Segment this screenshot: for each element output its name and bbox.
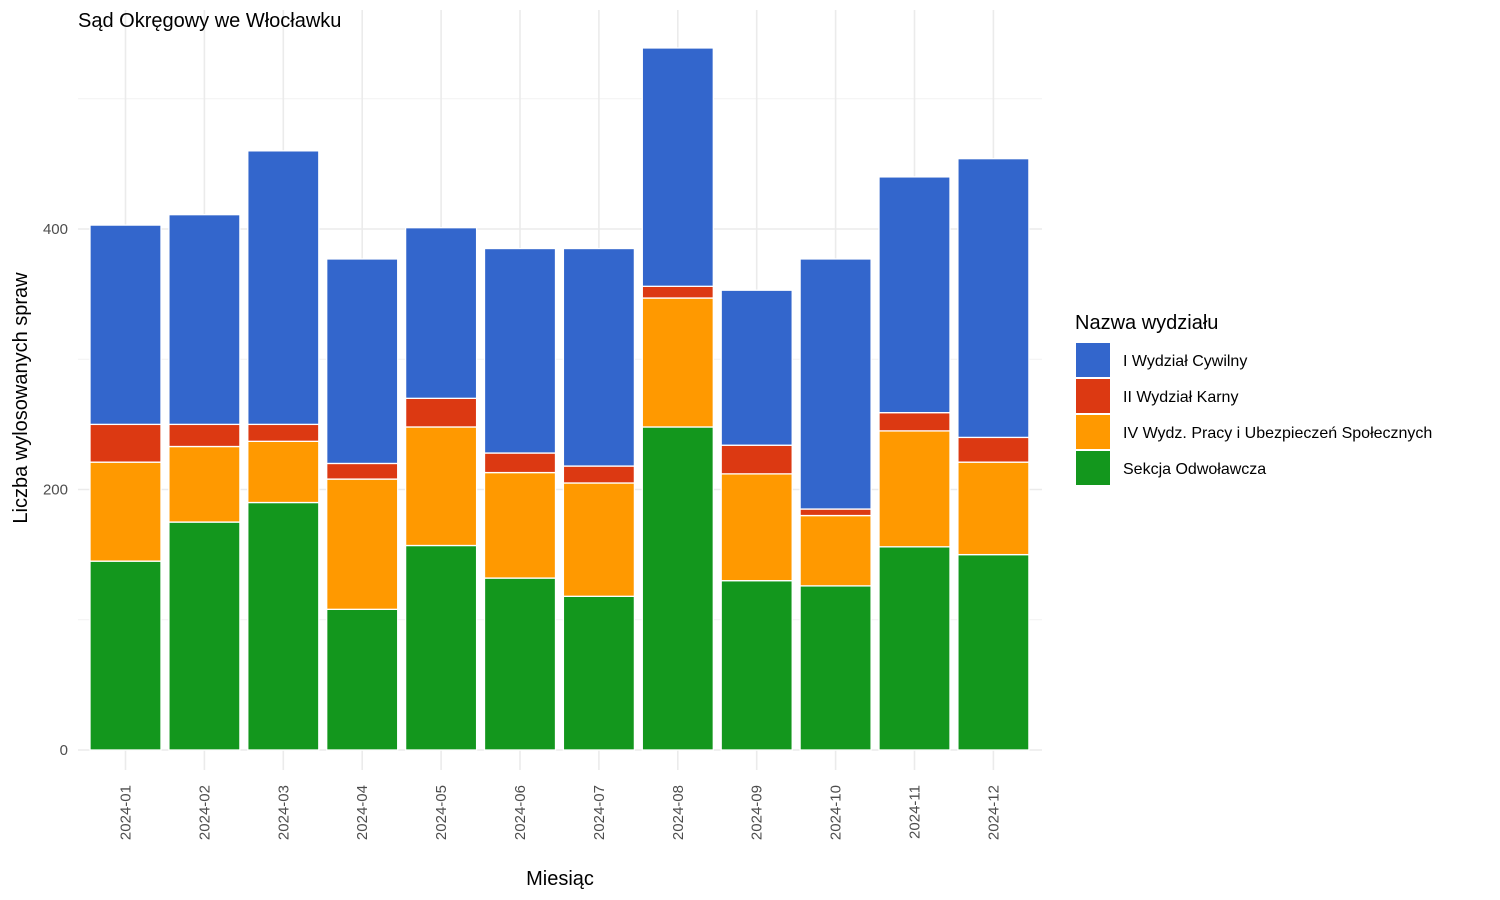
bar-segment <box>957 553 1030 751</box>
bar-segment <box>326 478 399 610</box>
bar-segment <box>720 473 793 582</box>
bar-segment <box>799 585 872 751</box>
bar-segment <box>404 426 478 547</box>
x-tick-label: 2024-02 <box>196 785 213 840</box>
bar-segment <box>404 227 478 399</box>
x-axis-ticks: 2024-01 2024-02 2024-03 2024-04 2024-05 2024-… <box>118 785 1003 840</box>
x-tick-label: 2024-07 <box>591 785 608 840</box>
legend-label: Sekcja Odwoławcza <box>1123 461 1266 478</box>
bar-segment <box>247 423 320 442</box>
bar-segment <box>168 445 241 523</box>
x-tick-label: 2024-12 <box>985 785 1002 840</box>
bar-segment <box>878 176 951 414</box>
bar-segment <box>957 461 1030 556</box>
bar-segment <box>326 608 399 751</box>
y-axis-ticks: 0 200 400 <box>43 221 68 759</box>
x-tick-label: 2024-03 <box>275 785 292 840</box>
y-tick-label: 0 <box>60 742 68 759</box>
bar-segment <box>799 508 872 517</box>
bar-segment <box>404 544 478 751</box>
bar-segment <box>404 397 478 428</box>
bar-segment <box>878 546 951 751</box>
bar-segment <box>641 426 714 751</box>
bar-segment <box>247 150 320 426</box>
x-tick-label: 2024-08 <box>670 785 687 840</box>
chart-title: Sąd Okręgowy we Włocławku <box>78 10 341 32</box>
bar-segment <box>483 247 557 454</box>
y-tick-label: 200 <box>43 482 68 499</box>
y-tick-label: 400 <box>43 221 68 238</box>
x-tick-label: 2024-10 <box>828 785 845 840</box>
legend-key <box>1076 379 1110 413</box>
bar-segment <box>247 440 320 504</box>
legend-label: I Wydział Cywilny <box>1123 353 1247 370</box>
legend-key <box>1076 451 1110 485</box>
bar-segment <box>326 462 399 480</box>
bar-segment <box>168 423 241 448</box>
y-axis-title: Liczba wylosowanych spraw <box>10 272 32 524</box>
legend-key <box>1076 415 1110 449</box>
bar-segment <box>562 247 636 467</box>
bar-segment <box>641 297 714 428</box>
legend-label: II Wydział Karny <box>1123 389 1238 406</box>
bar-segment <box>720 580 793 751</box>
bar-segment <box>799 514 872 587</box>
bar-segment <box>483 471 557 579</box>
bar-segment <box>799 258 872 510</box>
x-tick-label: 2024-11 <box>907 785 924 839</box>
x-tick-label: 2024-04 <box>354 785 371 840</box>
x-tick-label: 2024-09 <box>749 785 766 840</box>
legend-title: Nazwa wydziału <box>1075 312 1218 334</box>
bar-segment <box>641 47 714 287</box>
bars <box>89 47 1030 751</box>
bar-segment <box>957 436 1030 463</box>
bar-segment <box>89 461 162 562</box>
bar-segment <box>89 423 162 463</box>
bar-segment <box>878 412 951 432</box>
bar-segment <box>483 452 557 474</box>
bar-segment <box>720 289 793 446</box>
bar-segment <box>168 214 241 426</box>
bar-segment <box>89 224 162 426</box>
x-axis-title: Miesiąc <box>526 868 594 890</box>
bar-segment <box>247 501 320 751</box>
bar-segment <box>89 560 162 751</box>
legend-label: IV Wydz. Pracy i Ubezpieczeń Społecznych <box>1123 425 1432 442</box>
bar-segment <box>483 577 557 751</box>
legend: Nazwa wydziału I Wydział Cywilny II Wydzi… <box>1075 312 1432 485</box>
bar-segment <box>641 285 714 299</box>
bar-segment <box>326 258 399 465</box>
bar-segment <box>562 465 636 484</box>
bar-segment <box>168 521 241 751</box>
x-tick-label: 2024-06 <box>512 785 529 840</box>
bar-segment <box>562 595 636 751</box>
bar-segment <box>720 444 793 475</box>
legend-key <box>1076 343 1110 377</box>
x-tick-label: 2024-01 <box>118 785 135 840</box>
x-tick-label: 2024-05 <box>433 785 450 840</box>
bar-segment <box>878 430 951 548</box>
bar-segment <box>562 482 636 597</box>
bar-segment <box>957 158 1030 439</box>
